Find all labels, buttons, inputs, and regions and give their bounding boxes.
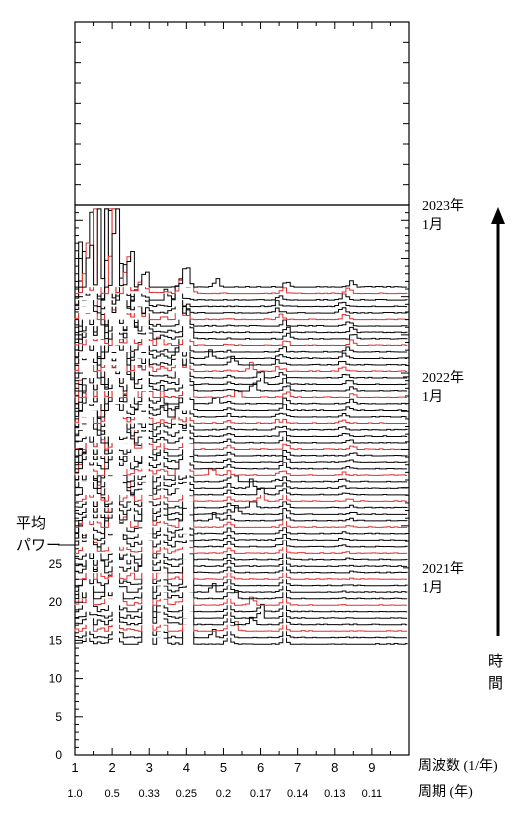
x-tick-label: 4 xyxy=(183,760,190,775)
y-tick-label: 0 xyxy=(55,748,62,762)
spectrum-trace xyxy=(75,208,408,295)
spectrum-fill xyxy=(75,208,408,294)
spectrum-trace xyxy=(74,278,408,373)
spectrum-trace xyxy=(74,354,408,431)
x-tick-label: 9 xyxy=(368,760,375,775)
spectrum-fill xyxy=(75,555,408,638)
spectrum-trace xyxy=(75,490,408,554)
time-marker-year: 2023年 xyxy=(422,198,464,214)
y-tick-label: 10 xyxy=(49,672,63,686)
spectrum-trace xyxy=(75,208,408,288)
time-marker-year: 2022年 xyxy=(422,370,464,386)
spectrum-trace xyxy=(74,450,408,515)
tick-labels: 1 1.0 2 0.5 3 0.33 4 0.25 5 0.2 6 0.17 7 0.14 8 0.13 9 0.… xyxy=(49,557,383,800)
spectrum-trace xyxy=(74,495,408,567)
spectrum-trace xyxy=(74,501,408,574)
spectrum-trace xyxy=(75,437,408,496)
spectrum-fill xyxy=(75,438,408,495)
axis-ticks xyxy=(74,22,410,756)
y-tick-label: 5 xyxy=(55,710,62,724)
spectrum-trace xyxy=(74,209,408,301)
spectrum-fill xyxy=(75,487,408,547)
spectrum-trace xyxy=(74,554,408,639)
time-arrow-head xyxy=(491,207,505,224)
time-markers: 2021年 1月 2022年 1月 2023年 1月 xyxy=(403,198,464,596)
y-tick-label: 15 xyxy=(49,633,63,647)
ylabel-line2: パワー xyxy=(16,537,61,554)
xlabel-frequency: 周波数 (1/年) xyxy=(418,758,498,774)
spectrum-trace xyxy=(74,353,408,418)
period-tick-label: 0.25 xyxy=(176,788,197,800)
spectrum-trace xyxy=(74,436,408,489)
spectrum-trace xyxy=(74,208,408,308)
x-tick-label: 1 xyxy=(71,760,78,775)
spectra-traces xyxy=(74,208,408,645)
period-tick-label: 0.2 xyxy=(216,788,231,800)
period-tick-label: 0.17 xyxy=(250,788,271,800)
spectrum-trace xyxy=(75,516,408,587)
spectrum-trace xyxy=(75,283,408,379)
spectrum-trace xyxy=(75,376,408,457)
xlabel-period: 周期 (年) xyxy=(418,784,473,800)
spectrum-trace xyxy=(75,538,408,619)
spectrum-trace xyxy=(74,423,408,483)
x-tick-label: 6 xyxy=(257,760,264,775)
x-tick-label: 2 xyxy=(108,760,115,775)
spectrum-fill xyxy=(75,427,408,476)
spectrum-trace xyxy=(74,481,408,541)
spectrum-trace xyxy=(74,519,408,593)
x-tick-label: 7 xyxy=(294,760,301,775)
upper-panel-ticks xyxy=(75,21,409,206)
x-tick-label: 5 xyxy=(220,760,227,775)
spectrum-trace xyxy=(74,542,408,626)
upper-empty-panel xyxy=(74,21,410,206)
period-tick-label: 1.0 xyxy=(67,788,82,800)
spectrum-trace xyxy=(75,533,408,613)
period-tick-label: 0.13 xyxy=(324,788,345,800)
period-tick-label: 0.14 xyxy=(287,788,308,800)
ylabel-line1: 平均 xyxy=(16,515,46,532)
spectrum-trace xyxy=(74,342,408,424)
spectrum-trace xyxy=(74,427,408,476)
y-tick-label: 25 xyxy=(49,557,63,571)
period-tick-label: 0.11 xyxy=(362,788,383,800)
time-marker-year: 2021年 xyxy=(422,561,464,577)
spectrum-trace xyxy=(75,505,408,580)
time-marker-month: 1月 xyxy=(422,217,443,233)
spectrum-trace xyxy=(74,284,408,360)
spectrum-fill xyxy=(75,476,408,534)
spectrum-trace xyxy=(74,449,408,509)
x-tick-label: 3 xyxy=(146,760,153,775)
time-label-1: 時 xyxy=(488,653,503,670)
x-tick-label: 8 xyxy=(331,760,338,775)
spectrum-trace xyxy=(74,487,408,548)
time-label-2: 間 xyxy=(488,676,503,692)
time-marker-month: 1月 xyxy=(422,389,443,405)
y-tick-label: 20 xyxy=(49,595,63,609)
time-marker-month: 1月 xyxy=(422,580,443,596)
period-tick-label: 0.33 xyxy=(139,788,160,800)
period-tick-label: 0.5 xyxy=(104,788,119,800)
